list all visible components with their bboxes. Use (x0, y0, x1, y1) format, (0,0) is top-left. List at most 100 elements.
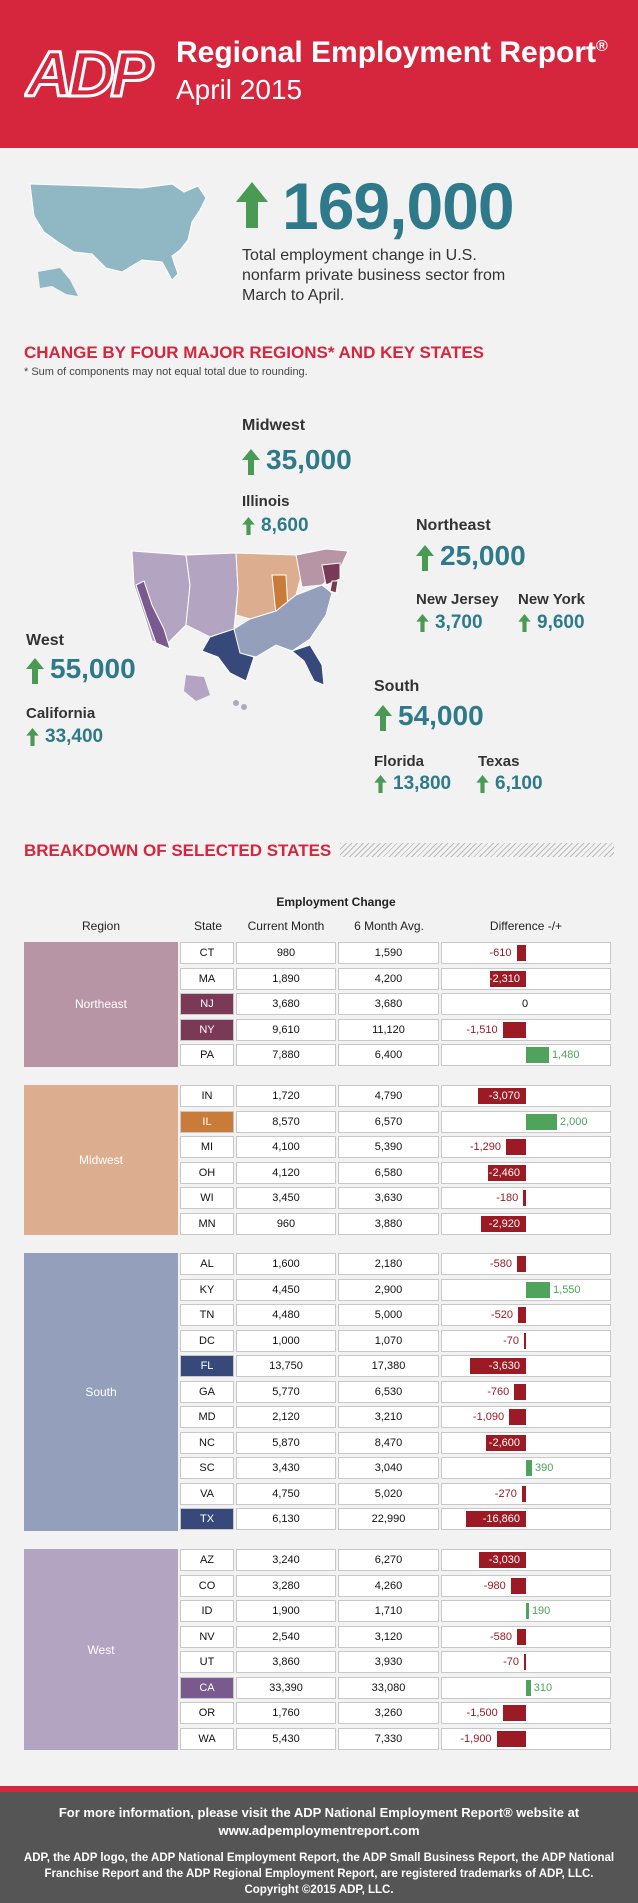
region-block-west: West (24, 1549, 178, 1750)
difference-label: -16,860 (482, 1513, 520, 1525)
difference-label: 390 (535, 1462, 554, 1474)
difference-label: 2,000 (560, 1115, 588, 1128)
state-name-new-york: New York (518, 591, 585, 608)
six-month-avg-cell: 6,580 (338, 1161, 439, 1184)
state-cell: SC (180, 1457, 234, 1479)
difference-label: 190 (531, 1605, 551, 1617)
six-month-avg-cell: 5,020 (338, 1482, 439, 1505)
difference-cell: 310 (441, 1676, 611, 1699)
state-cell: NC (180, 1431, 234, 1454)
current-month-cell: 3,240 (236, 1549, 336, 1571)
difference-bar (509, 1409, 526, 1425)
state-cell: MI (180, 1136, 234, 1158)
current-month-cell: 1,760 (236, 1702, 336, 1724)
difference-cell: -2,460 (441, 1161, 611, 1184)
regions-heading: CHANGE BY FOUR MAJOR REGIONS* AND KEY ST… (24, 343, 484, 362)
difference-cell: -270 (441, 1482, 611, 1505)
col-header-difference: Difference -/+ (489, 919, 563, 933)
up-arrow-icon (242, 448, 260, 475)
difference-bar (469, 1358, 526, 1374)
state-cell: IL (180, 1110, 234, 1133)
six-month-avg-cell: 7,330 (338, 1727, 439, 1750)
up-arrow-icon (476, 774, 489, 793)
state-cell: WA (180, 1727, 234, 1750)
difference-bar (490, 970, 526, 987)
current-month-cell: 1,000 (236, 1329, 336, 1352)
state-cell: OR (180, 1702, 234, 1724)
state-cell: KY (180, 1278, 234, 1301)
current-month-cell: 4,100 (236, 1136, 336, 1158)
current-month-cell: 4,480 (236, 1304, 336, 1326)
current-month-cell: 9,610 (236, 1018, 336, 1041)
state-cell: CA (180, 1676, 234, 1699)
difference-cell: -180 (441, 1187, 611, 1209)
region-value-west: 55,000 (26, 653, 136, 685)
difference-label: -580 (489, 1630, 513, 1643)
state-cell: GA (180, 1380, 234, 1403)
difference-label: -1,900 (460, 1732, 492, 1745)
difference-bar (510, 1577, 526, 1594)
state-cell: OH (180, 1161, 234, 1184)
col-header-state: State (193, 919, 223, 933)
footer: For more information, please visit the A… (0, 1786, 638, 1903)
col-header-region: Region (81, 919, 121, 933)
current-month-cell: 1,900 (236, 1600, 336, 1622)
six-month-avg-cell: 3,210 (338, 1406, 439, 1428)
current-month-cell: 8,570 (236, 1110, 336, 1133)
current-month-cell: 2,120 (236, 1406, 336, 1428)
difference-cell: -1,500 (441, 1702, 611, 1724)
difference-bar (479, 1552, 526, 1568)
difference-cell: -3,630 (441, 1355, 611, 1377)
regions-map (131, 548, 349, 710)
six-month-avg-cell: 6,400 (338, 1044, 439, 1066)
current-month-cell: 3,450 (236, 1187, 336, 1209)
difference-cell: -1,510 (441, 1018, 611, 1041)
current-month-cell: 3,280 (236, 1574, 336, 1597)
state-cell: NV (180, 1625, 234, 1648)
difference-label: 1,550 (553, 1283, 581, 1296)
report-title: Regional Employment Report® (176, 36, 608, 69)
up-arrow-icon (416, 613, 429, 632)
state-cell: CT (180, 942, 234, 964)
current-month-cell: 5,870 (236, 1431, 336, 1454)
difference-label: -1,090 (472, 1411, 505, 1423)
state-cell: MN (180, 1212, 234, 1235)
six-month-avg-cell: 1,070 (338, 1329, 439, 1352)
current-month-cell: 2,540 (236, 1625, 336, 1648)
six-month-avg-cell: 3,120 (338, 1625, 439, 1648)
difference-cell: -980 (441, 1574, 611, 1597)
difference-label: -1,500 (466, 1707, 498, 1719)
state-value-california: 33,400 (26, 726, 103, 748)
up-arrow-icon (236, 182, 268, 228)
difference-bar (526, 1113, 557, 1130)
difference-bar (502, 1705, 526, 1721)
difference-cell: -16,860 (441, 1508, 611, 1530)
difference-label: 0 (522, 998, 529, 1010)
state-cell: CO (180, 1574, 234, 1597)
difference-label: -2,600 (488, 1436, 520, 1449)
six-month-avg-cell: 3,680 (338, 993, 439, 1015)
heading-rule (340, 843, 614, 857)
total-change-description: Total employment change in U.S. nonfarm … (242, 247, 506, 304)
difference-label: -3,070 (488, 1090, 520, 1102)
difference-bar (517, 1628, 526, 1645)
difference-cell: -580 (441, 1253, 611, 1275)
state-cell: MA (180, 967, 234, 990)
difference-label: 1,480 (551, 1049, 580, 1061)
current-month-cell: 33,390 (236, 1676, 336, 1699)
col-header-current-month: Current Month (247, 919, 325, 933)
difference-bar (514, 1383, 526, 1400)
difference-cell: -70 (441, 1651, 611, 1673)
current-month-cell: 1,600 (236, 1253, 336, 1275)
header-banner: ADP Regional Employment Report® April 20… (0, 0, 638, 148)
state-value-florida: 13,800 (374, 773, 451, 795)
difference-bar (521, 1485, 526, 1502)
difference-label: -2,310 (488, 972, 520, 985)
six-month-avg-cell: 3,930 (338, 1651, 439, 1673)
difference-cell: -1,900 (441, 1727, 611, 1750)
state-value-new-jersey: 3,700 (416, 612, 483, 634)
difference-cell: 2,000 (441, 1110, 611, 1133)
difference-bar (480, 1215, 526, 1232)
six-month-avg-cell: 22,990 (338, 1508, 439, 1530)
difference-label: -70 (503, 1334, 519, 1347)
